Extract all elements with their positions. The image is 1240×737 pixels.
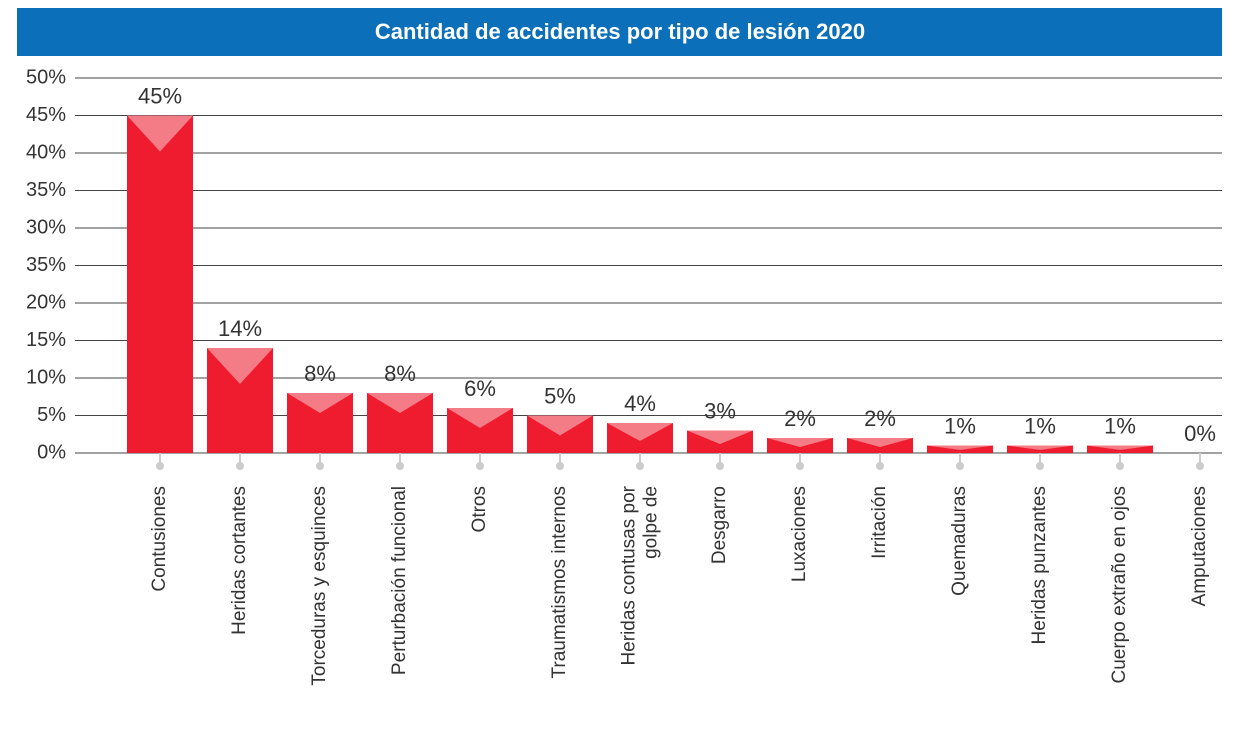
x-tick-label-line: Heridas contusas por — [619, 485, 640, 665]
y-tick-label: 20% — [26, 291, 66, 313]
y-tick-label: 10% — [26, 366, 66, 388]
value-label: 45% — [138, 83, 182, 108]
y-tick-label: 15% — [26, 329, 66, 351]
category-dot — [1196, 462, 1204, 470]
bar-highlight — [847, 438, 913, 447]
x-tick-label: Traumatismos internos — [549, 486, 570, 679]
value-label: 5% — [544, 383, 576, 408]
value-label: 8% — [304, 361, 336, 386]
x-tick-label: Desgarro — [709, 486, 730, 564]
value-label: 1% — [1104, 413, 1136, 438]
x-tick-label: Heridas cortantes — [229, 486, 250, 635]
category-dot — [716, 462, 724, 470]
y-tick-label: 0% — [37, 441, 66, 463]
category-dot — [156, 462, 164, 470]
value-label: 3% — [704, 398, 736, 423]
value-label: 14% — [218, 316, 262, 341]
x-tick-label: Heridas punzantes — [1029, 486, 1050, 644]
bar-highlight — [207, 348, 273, 384]
value-label: 4% — [624, 391, 656, 416]
x-tick-label: Luxaciones — [789, 486, 810, 582]
bar-highlight — [1087, 445, 1153, 450]
bar — [127, 115, 193, 453]
value-label: 2% — [864, 406, 896, 431]
bar-highlight — [1007, 445, 1073, 450]
bar-highlight — [447, 408, 513, 428]
value-label: 2% — [784, 406, 816, 431]
x-tick-label: Amputaciones — [1189, 486, 1210, 606]
category-dot — [876, 462, 884, 470]
title-bar — [17, 8, 1222, 56]
x-tick-label: Otros — [469, 486, 490, 532]
bar-highlight — [367, 393, 433, 413]
x-tick-label: Cuerpo extraño en ojos — [1109, 486, 1130, 684]
category-dot — [396, 462, 404, 470]
x-tick-label: Torceduras y esquinces — [309, 486, 330, 686]
y-tick-label: 50% — [26, 66, 66, 88]
category-dot — [1116, 462, 1124, 470]
x-tick-label: Irritación — [869, 486, 890, 559]
value-label: 8% — [384, 361, 416, 386]
category-dot — [236, 462, 244, 470]
category-dot — [476, 462, 484, 470]
value-label: 6% — [464, 376, 496, 401]
y-tick-label: 5% — [37, 404, 66, 426]
bar-highlight — [287, 393, 353, 413]
y-tick-label: 30% — [26, 216, 66, 238]
value-label: 0% — [1184, 421, 1216, 446]
chart-title: Cantidad de accidentes por tipo de lesió… — [375, 19, 865, 44]
bar-highlight — [927, 445, 993, 450]
category-dot — [956, 462, 964, 470]
y-tick-label: 45% — [26, 104, 66, 126]
bar-highlight — [687, 430, 753, 444]
bar-highlight — [127, 115, 193, 152]
bar-highlight — [527, 415, 593, 436]
value-label: 1% — [1024, 413, 1056, 438]
y-tick-label: 35% — [26, 254, 66, 276]
category-dot — [796, 462, 804, 470]
category-dot — [316, 462, 324, 470]
x-tick-label: Perturbación funcional — [389, 486, 410, 675]
x-tick-label-line: golpe de — [640, 486, 661, 564]
bar-highlight — [767, 438, 833, 447]
x-tick-label: Quemaduras — [949, 486, 970, 596]
category-dot — [636, 462, 644, 470]
y-tick-label: 40% — [26, 141, 66, 163]
bar-highlight — [607, 423, 673, 441]
x-tick-label: Heridas contusas por golpe de — [619, 485, 662, 665]
value-label: 1% — [944, 413, 976, 438]
category-dot — [556, 462, 564, 470]
x-tick-label: Contusiones — [149, 486, 170, 592]
category-dot — [1036, 462, 1044, 470]
y-tick-label: 35% — [26, 179, 66, 201]
